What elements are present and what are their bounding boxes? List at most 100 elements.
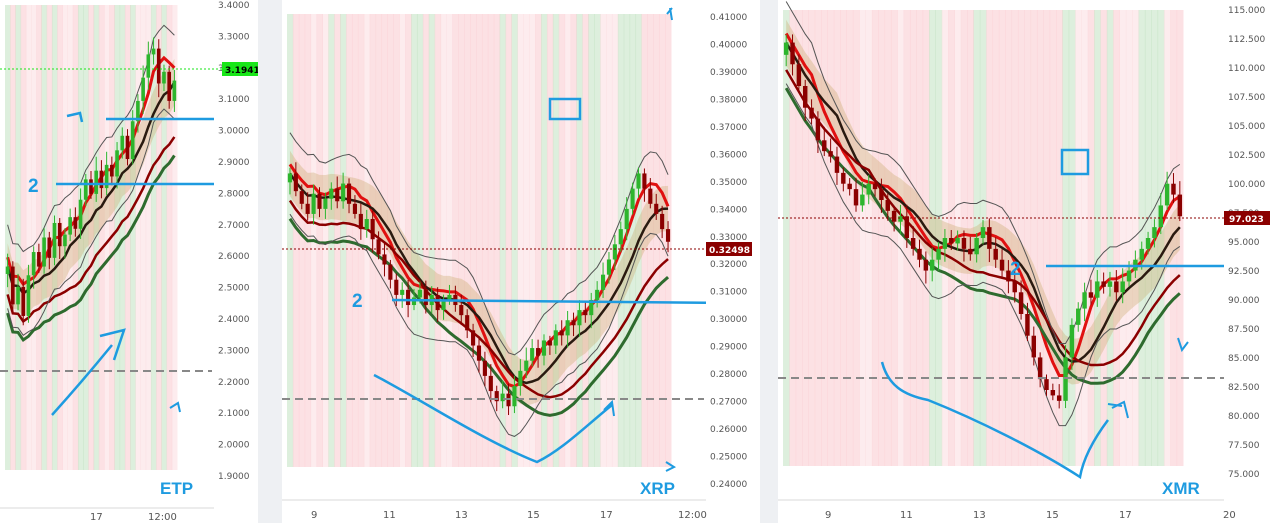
candle-body <box>394 279 399 295</box>
candle-body <box>815 118 821 141</box>
background-zone <box>458 14 465 467</box>
background-zone <box>890 10 898 466</box>
chart-panel-xmr[interactable]: 2 XMR 115.000 112.500 110.000 107.500 105.00… <box>778 0 1280 523</box>
candle-body <box>465 315 470 331</box>
price-tick-label: 0.31000 <box>710 288 747 298</box>
candle-body <box>1088 292 1094 298</box>
candle-body <box>612 244 617 260</box>
etp-symbol-label: ETP <box>160 479 193 498</box>
background-zone <box>416 14 424 467</box>
candle-body <box>382 254 387 265</box>
xrp-indicator-bands <box>289 150 669 406</box>
background-zone <box>405 14 412 467</box>
etp-annotation-2: 2 <box>28 176 39 197</box>
candle-body <box>1031 335 1037 358</box>
background-zone <box>130 5 136 470</box>
price-tick-label: 85.000 <box>1228 354 1260 364</box>
date-tick-label: 13 <box>455 510 468 521</box>
background-zone <box>470 14 477 467</box>
candle-body <box>488 375 493 392</box>
background-zone <box>582 14 589 467</box>
etp-candles <box>5 37 177 326</box>
mid-moving-average <box>288 172 669 385</box>
background-zone <box>481 14 489 467</box>
background-zone <box>166 5 173 470</box>
candle-body <box>536 348 541 356</box>
date-tick-label: 15 <box>527 510 540 521</box>
candle-body <box>110 164 114 177</box>
candle-body <box>1177 194 1183 217</box>
background-zone <box>381 14 388 467</box>
background-zone <box>564 14 572 467</box>
candle-body <box>83 179 88 200</box>
candle-body <box>156 48 161 84</box>
candle-body <box>530 348 535 361</box>
price-tick-label: 2.8000 <box>218 189 250 199</box>
background-zone <box>1113 10 1121 466</box>
candle-body <box>796 64 802 86</box>
price-tick-label: 92.500 <box>1228 267 1260 277</box>
candle-body <box>1126 270 1132 282</box>
price-tick-label: 0.38000 <box>710 95 747 105</box>
background-zone <box>814 10 822 466</box>
candle-body <box>1018 292 1024 314</box>
chart-panel-etp[interactable]: 2 ETP 3.40003.30003.20003.10003.00002.90… <box>0 0 258 523</box>
candle-body <box>595 289 600 300</box>
price-tick-label: 115.000 <box>1228 6 1265 16</box>
price-tick-label: 2.9000 <box>218 158 250 168</box>
price-tick-label: 0.25000 <box>710 453 747 463</box>
background-zone <box>1176 10 1184 466</box>
candle-body <box>618 229 623 245</box>
xrp-time-axis[interactable]: 9 11 13 15 17 12:00 <box>311 510 707 521</box>
candle-body <box>1044 379 1049 390</box>
candle-body <box>1145 238 1151 249</box>
candle-body <box>146 54 151 78</box>
chart-panel-xrp[interactable]: 2 XRP 0.41000 0.40000 0.39000 0.38000 0.3700… <box>282 0 760 523</box>
panel-gutter-1 <box>258 0 282 523</box>
xmr-symbol-label: XMR <box>1162 479 1200 498</box>
candle-body <box>441 299 446 311</box>
candle-body <box>435 294 440 311</box>
background-zone <box>827 10 835 466</box>
candle-body <box>388 264 393 280</box>
candle-body <box>94 170 99 194</box>
price-tick-label: 0.37000 <box>710 123 747 133</box>
background-zone <box>476 14 483 467</box>
xrp-small-arrow <box>665 461 677 472</box>
candle-body <box>172 80 177 101</box>
candle-body <box>1063 357 1068 401</box>
stop-line <box>6 154 176 343</box>
price-tick-label: 3.4000 <box>218 1 250 11</box>
candle-body <box>879 189 884 200</box>
background-zone <box>570 14 577 467</box>
price-tick-label: 107.500 <box>1228 93 1265 103</box>
xrp-price-axis[interactable]: 0.41000 0.40000 0.39000 0.38000 0.37000 0.360… <box>710 13 747 490</box>
xmr-time-axis[interactable]: 9 11 13 15 17 20 <box>825 510 1236 521</box>
background-zone <box>5 5 11 470</box>
candle-body <box>648 188 653 204</box>
xrp-top-right-mark <box>666 7 673 21</box>
etp-date-label-1200: 12:00 <box>148 512 177 523</box>
candle-body <box>500 393 505 402</box>
date-tick-label: 9 <box>825 510 831 521</box>
candle-body <box>642 173 647 189</box>
background-zone <box>1138 10 1146 466</box>
candle-body <box>1006 270 1011 282</box>
price-tick-label: 0.26000 <box>710 425 747 435</box>
candle-body <box>541 340 547 356</box>
background-zone <box>20 5 27 470</box>
date-tick-label: 13 <box>973 510 986 521</box>
candle-body <box>305 203 310 214</box>
candle-body <box>364 218 369 230</box>
background-zone <box>1049 10 1057 466</box>
candle-body <box>606 259 612 275</box>
candle-body <box>57 222 62 247</box>
candle-body <box>559 330 564 336</box>
candle-body <box>841 172 846 184</box>
candle-body <box>571 320 576 326</box>
background-zone <box>31 5 37 470</box>
candle-body <box>323 198 328 209</box>
candle-body <box>37 252 41 267</box>
candle-body <box>1050 390 1056 396</box>
xmr-price-axis[interactable]: 115.000 112.500 110.000 107.500 105.000 102.5… <box>1228 6 1265 480</box>
